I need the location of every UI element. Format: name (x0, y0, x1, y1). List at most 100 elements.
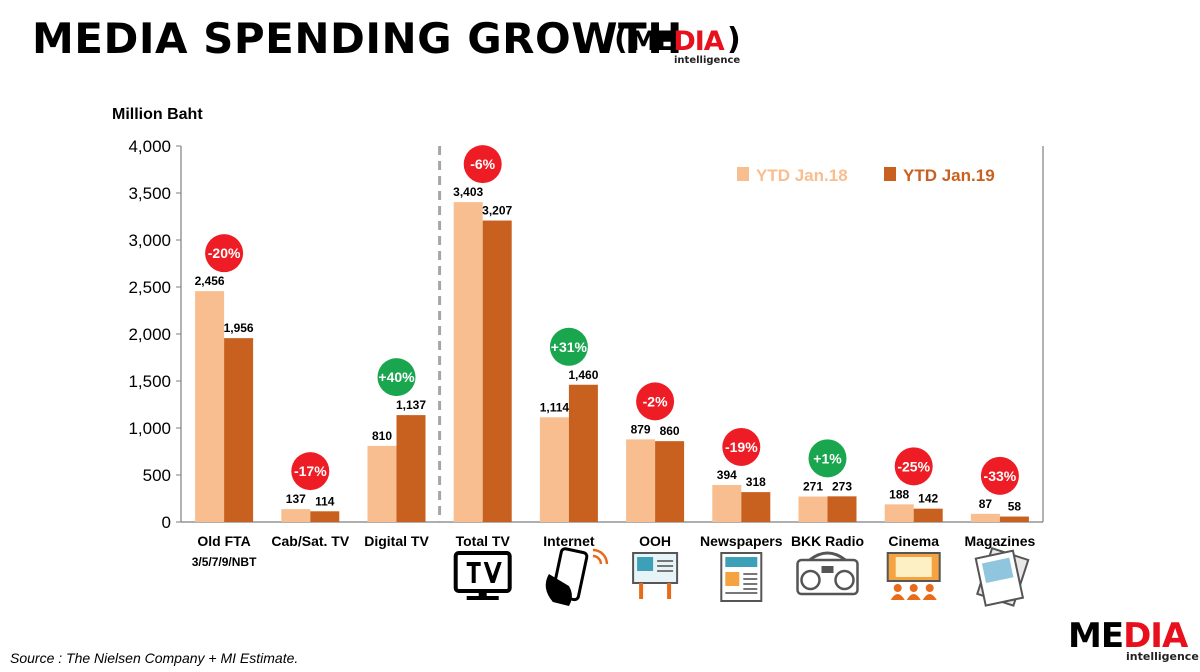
growth-label: +31% (551, 339, 588, 355)
growth-label: -17% (294, 463, 327, 479)
billboard-icon (632, 552, 679, 599)
legend-label: YTD Jan.19 (903, 166, 995, 185)
growth-badge (808, 439, 847, 478)
bar-YTD Jan.19 (741, 492, 771, 522)
legend-swatch (737, 167, 749, 181)
bar-YTD Jan.18 (798, 496, 828, 522)
y-tick-label: 1,000 (128, 419, 171, 438)
footer-logo: MEDIA intelligence (1068, 618, 1199, 663)
growth-badge (377, 358, 416, 397)
x-tick-label: Magazines (964, 533, 1035, 549)
legend-swatch (884, 167, 896, 181)
source-note: Source : The Nielsen Company + MI Estima… (10, 650, 299, 666)
data-label: 142 (918, 492, 938, 506)
x-tick-label: Internet (543, 533, 595, 549)
data-label: 137 (286, 492, 306, 506)
bar-YTD Jan.19 (310, 511, 340, 522)
close-paren: ) (727, 22, 741, 57)
x-tick-label: Total TV (456, 533, 511, 549)
open-paren: ( (614, 22, 628, 57)
bar-YTD Jan.19 (482, 220, 512, 523)
newspaper-icon (720, 552, 763, 602)
bar-YTD Jan.18 (626, 439, 656, 522)
cinema-icon (886, 552, 941, 600)
growth-badge (463, 145, 502, 184)
bar-YTD Jan.18 (281, 509, 311, 522)
smartphone-icon (545, 547, 609, 606)
y-tick-label: 0 (162, 513, 171, 532)
data-label: 188 (889, 487, 909, 501)
bar-YTD Jan.19 (396, 415, 426, 522)
y-tick-label: 2,000 (128, 325, 171, 344)
growth-label: -2% (643, 393, 668, 409)
growth-badge (205, 234, 244, 273)
y-tick-label: 4,000 (128, 137, 171, 156)
page-title: MEDIA SPENDING GROWTH (32, 14, 683, 63)
bar-YTD Jan.19 (224, 338, 254, 522)
bar-YTD Jan.18 (367, 445, 397, 522)
growth-badge (980, 456, 1019, 495)
data-label: 394 (717, 468, 737, 482)
data-label: 810 (372, 429, 392, 443)
bar-YTD Jan.19 (655, 441, 685, 522)
data-label: 3,403 (453, 185, 483, 199)
data-label: 87 (979, 497, 993, 511)
tv-icon (453, 551, 512, 600)
x-tick-label: Cab/Sat. TV (271, 533, 349, 549)
data-label: 1,956 (224, 321, 254, 335)
x-tick-label: Old FTA (197, 533, 250, 549)
data-label: 860 (660, 424, 680, 438)
x-tick-label: Digital TV (364, 533, 429, 549)
growth-label: -33% (984, 468, 1017, 484)
radio-icon (796, 551, 859, 596)
data-label: 271 (803, 480, 823, 494)
y-tick-label: 500 (143, 466, 171, 485)
growth-badge (291, 452, 330, 491)
legend-label: YTD Jan.18 (756, 166, 848, 185)
data-label: 114 (315, 494, 335, 508)
data-label: 273 (832, 479, 852, 493)
data-label: 3,207 (482, 204, 512, 218)
bar-YTD Jan.18 (539, 417, 569, 522)
y-tick-label: 3,000 (128, 231, 171, 250)
magazine-icon (974, 546, 1030, 607)
bar-YTD Jan.18 (712, 484, 742, 522)
growth-badge (636, 382, 675, 421)
brand-word: MEDIA (630, 26, 725, 57)
growth-label: -20% (208, 245, 241, 261)
growth-badge (894, 447, 933, 486)
bar-YTD Jan.18 (195, 291, 225, 522)
growth-label: +40% (378, 369, 415, 385)
growth-label: -6% (470, 156, 495, 172)
data-label: 1,137 (396, 398, 426, 412)
bar-YTD Jan.19 (913, 508, 943, 522)
data-label: 58 (1008, 500, 1022, 514)
growth-label: -19% (725, 439, 758, 455)
y-tick-label: 1,500 (128, 372, 171, 391)
footer-logo-word: MEDIA (1068, 616, 1188, 656)
data-label: 879 (631, 422, 651, 436)
brand-sub: intelligence (674, 55, 741, 66)
x-tick-sublabel: 3/5/7/9/NBT (192, 555, 257, 569)
bar-YTD Jan.19 (827, 496, 857, 522)
growth-badge (722, 427, 761, 466)
y-tick-label: 2,500 (128, 278, 171, 297)
growth-label: -25% (897, 458, 930, 474)
bar-YTD Jan.18 (970, 513, 1000, 522)
data-label: 2,456 (195, 274, 225, 288)
bar-YTD Jan.18 (453, 202, 483, 523)
x-tick-label: OOH (639, 533, 671, 549)
x-tick-label: BKK Radio (791, 533, 864, 549)
data-label: 1,460 (568, 368, 598, 382)
bar-YTD Jan.18 (884, 504, 914, 522)
bar-YTD Jan.19 (568, 384, 598, 522)
x-tick-label: Cinema (888, 533, 939, 549)
growth-label: +1% (813, 450, 842, 466)
growth-badge (549, 327, 588, 366)
bar-YTD Jan.19 (999, 516, 1029, 522)
y-axis-label: Million Baht (112, 106, 203, 123)
footer-logo-sub: intelligence (1126, 650, 1199, 663)
data-label: 1,114 (540, 400, 570, 414)
x-tick-label: Newspapers (700, 533, 783, 549)
